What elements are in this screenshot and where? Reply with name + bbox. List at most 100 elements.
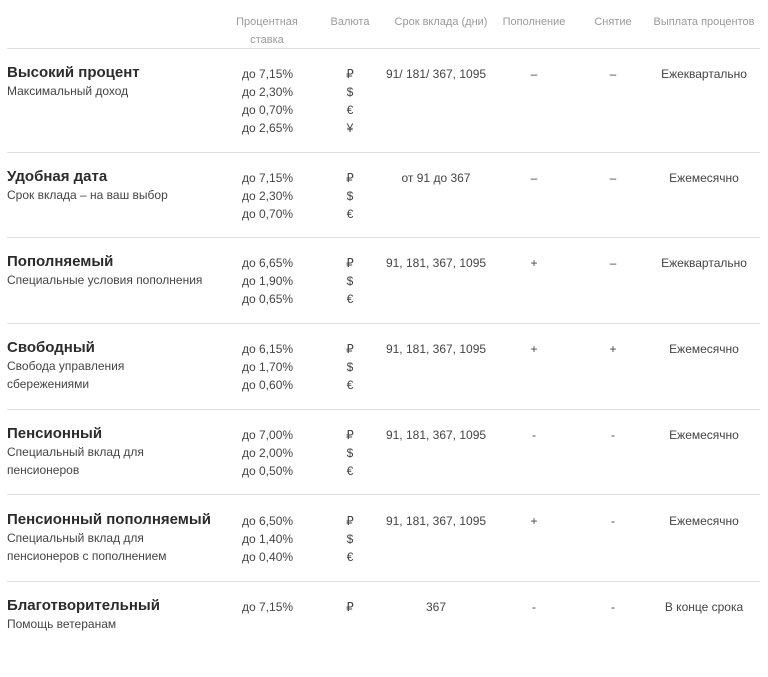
row-divider bbox=[7, 494, 760, 495]
deposit-row: Благотворительный Помощь ветеранам до 7,15… bbox=[0, 597, 768, 677]
currency-symbol: $ bbox=[346, 189, 354, 203]
rate-value: до 7,15% bbox=[242, 171, 294, 185]
term-days: от 91 до 367 bbox=[401, 171, 471, 185]
payout-value: Ежеквартально bbox=[661, 256, 747, 270]
rate-list: до 7,00% до 2,00% до 0,50% bbox=[228, 426, 306, 480]
currency-list: ₽ $ € bbox=[326, 340, 374, 394]
term-days: 91, 181, 367, 1095 bbox=[385, 428, 487, 442]
currency-symbol: $ bbox=[346, 532, 354, 546]
payout-value: Ежемесячно bbox=[669, 342, 739, 356]
rate-value: до 0,70% bbox=[242, 207, 294, 221]
currency-symbol: € bbox=[346, 207, 354, 221]
row-divider bbox=[7, 409, 760, 410]
row-divider bbox=[7, 48, 760, 49]
withdraw-value: – bbox=[609, 256, 617, 270]
currency-symbol: $ bbox=[346, 85, 354, 99]
currency-symbol: ₽ bbox=[346, 514, 354, 528]
withdraw-value: + bbox=[609, 342, 617, 356]
deposit-row: Пополняемый Специальные условия пополнени… bbox=[0, 253, 768, 333]
currency-symbol: € bbox=[346, 378, 354, 392]
currency-symbol: € bbox=[346, 464, 354, 478]
withdraw-value: - bbox=[611, 428, 615, 442]
term-days: 91, 181, 367, 1095 bbox=[385, 256, 487, 270]
term-days: 91/ 181/ 367, 1095 bbox=[385, 67, 487, 81]
rate-value: до 0,65% bbox=[242, 292, 294, 306]
currency-symbol: $ bbox=[346, 446, 354, 460]
rate-value: до 0,70% bbox=[242, 103, 294, 117]
rate-value: до 2,30% bbox=[242, 85, 294, 99]
deposit-row: Удобная дата Срок вклада – на ваш выбор до… bbox=[0, 168, 768, 248]
replenish-value: + bbox=[530, 256, 538, 270]
currency-symbol: $ bbox=[346, 360, 354, 374]
deposit-row: Высокий процент Максимальный доход до 7,15… bbox=[0, 64, 768, 144]
rate-list: до 7,15% до 2,30% до 0,70% bbox=[228, 169, 306, 223]
currency-symbol: ¥ bbox=[346, 121, 354, 135]
rate-value: до 2,30% bbox=[242, 189, 294, 203]
row-divider bbox=[7, 323, 760, 324]
rate-list: до 7,15% до 2,30% до 0,70% до 2,65% bbox=[228, 65, 306, 137]
row-divider bbox=[7, 237, 760, 238]
currency-symbol: € bbox=[346, 103, 354, 117]
withdraw-value: – bbox=[609, 171, 617, 185]
term-days: 367 bbox=[425, 600, 447, 614]
payout-value: Ежемесячно bbox=[669, 514, 739, 528]
deposit-description: Специальные условия пополнения bbox=[7, 273, 203, 287]
currency-symbol: ₽ bbox=[346, 67, 354, 81]
deposit-description: Свобода управления сбережениями bbox=[7, 359, 125, 391]
currency-list: ₽ $ € bbox=[326, 254, 374, 308]
deposit-row: Пенсионный Специальный вклад для пенсионе… bbox=[0, 425, 768, 505]
deposit-name: Свободный bbox=[7, 339, 95, 356]
replenish-value: + bbox=[530, 342, 538, 356]
rate-list: до 6,50% до 1,40% до 0,40% bbox=[228, 512, 306, 566]
rate-value: до 1,40% bbox=[242, 532, 294, 546]
payout-value: Ежемесячно bbox=[669, 171, 739, 185]
header-replenish: Пополнение bbox=[502, 16, 566, 28]
currency-symbol: ₽ bbox=[346, 171, 354, 185]
rate-value: до 7,15% bbox=[242, 600, 294, 614]
rate-value: до 1,90% bbox=[242, 274, 294, 288]
deposit-name: Пополняемый bbox=[7, 253, 114, 270]
replenish-value: - bbox=[532, 428, 536, 442]
header-withdraw: Снятие bbox=[594, 16, 632, 28]
currency-list: ₽ $ € bbox=[326, 426, 374, 480]
rate-value: до 0,60% bbox=[242, 378, 294, 392]
deposit-name: Пенсионный пополняемый bbox=[7, 511, 211, 528]
currency-symbol: ₽ bbox=[346, 428, 354, 442]
header-term: Срок вклада (дни) bbox=[394, 16, 488, 28]
deposit-description: Специальный вклад для пенсионеров с попо… bbox=[7, 531, 167, 563]
term-days: 91, 181, 367, 1095 bbox=[385, 342, 487, 356]
header-currency: Валюта bbox=[330, 16, 370, 28]
deposit-description: Срок вклада – на ваш выбор bbox=[7, 188, 168, 202]
header-rate: Процентная ставка bbox=[236, 16, 298, 46]
replenish-value: + bbox=[530, 514, 538, 528]
currency-symbol: € bbox=[346, 550, 354, 564]
deposit-name: Высокий процент bbox=[7, 64, 140, 81]
rate-value: до 0,50% bbox=[242, 464, 294, 478]
rate-value: до 1,70% bbox=[242, 360, 294, 374]
rate-value: до 6,50% bbox=[242, 514, 294, 528]
currency-list: ₽ $ € bbox=[326, 169, 374, 223]
row-divider bbox=[7, 152, 760, 153]
deposit-row: Свободный Свобода управления сбережениями… bbox=[0, 339, 768, 419]
currency-symbol: ₽ bbox=[346, 342, 354, 356]
header-payout: Выплата процентов bbox=[653, 16, 755, 28]
currency-list: ₽ bbox=[326, 598, 374, 616]
deposit-name: Благотворительный bbox=[7, 597, 160, 614]
rate-value: до 0,40% bbox=[242, 550, 294, 564]
deposit-row: Пенсионный пополняемый Специальный вклад … bbox=[0, 511, 768, 591]
replenish-value: - bbox=[532, 600, 536, 614]
rate-value: до 7,15% bbox=[242, 67, 294, 81]
deposit-name: Удобная дата bbox=[7, 168, 108, 185]
replenish-value: – bbox=[530, 171, 538, 185]
payout-value: Ежемесячно bbox=[669, 428, 739, 442]
payout-value: В конце срока bbox=[664, 600, 744, 614]
currency-list: ₽ $ € ¥ bbox=[326, 65, 374, 137]
deposit-description: Максимальный доход bbox=[7, 84, 129, 98]
term-days: 91, 181, 367, 1095 bbox=[385, 514, 487, 528]
withdraw-value: – bbox=[609, 67, 617, 81]
rate-list: до 6,65% до 1,90% до 0,65% bbox=[228, 254, 306, 308]
currency-symbol: ₽ bbox=[346, 600, 354, 614]
row-divider bbox=[7, 581, 760, 582]
replenish-value: – bbox=[530, 67, 538, 81]
payout-value: Ежеквартально bbox=[661, 67, 747, 81]
